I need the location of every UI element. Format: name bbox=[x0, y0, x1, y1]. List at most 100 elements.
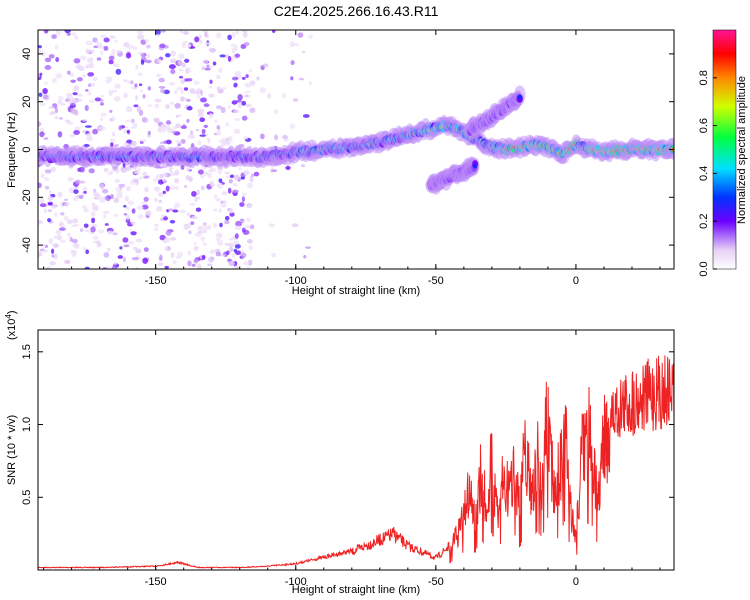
heatmap-cell bbox=[111, 265, 117, 269]
heatmap-cell bbox=[55, 73, 63, 79]
heatmap-cell bbox=[96, 240, 101, 245]
heatmap-cell bbox=[67, 232, 71, 238]
heatmap-cell bbox=[100, 34, 107, 38]
heatmap-cell bbox=[209, 65, 214, 69]
heatmap-cell bbox=[38, 219, 44, 225]
heatmap-cell bbox=[47, 209, 52, 213]
heatmap-cell bbox=[85, 65, 90, 69]
heatmap-cell bbox=[194, 196, 201, 200]
heatmap-cell bbox=[112, 131, 116, 137]
heatmap-cell bbox=[227, 55, 232, 62]
heatmap-cell bbox=[245, 94, 249, 98]
heatmap-cell bbox=[138, 176, 143, 180]
heatmap-cell bbox=[216, 125, 221, 130]
heatmap-cell bbox=[158, 85, 166, 89]
heatmap-cell bbox=[51, 254, 55, 258]
heatmap-cell bbox=[38, 73, 41, 78]
heatmap-cell bbox=[216, 239, 224, 246]
heatmap-cell bbox=[220, 106, 226, 114]
heatmap-cell bbox=[125, 206, 130, 211]
heatmap-cell bbox=[127, 200, 134, 206]
heatmap-cell bbox=[175, 123, 181, 129]
heatmap-cell bbox=[198, 39, 203, 44]
heatmap-cell bbox=[188, 176, 193, 183]
heatmap-cell bbox=[172, 126, 176, 130]
heatmap-cell bbox=[119, 246, 123, 250]
heatmap-cell bbox=[199, 134, 206, 137]
heatmap-cell bbox=[199, 173, 205, 179]
heatmap-cell bbox=[54, 116, 59, 120]
heatmap-cell bbox=[69, 102, 76, 108]
heatmap-cell bbox=[234, 225, 242, 231]
heatmap-cell bbox=[41, 51, 46, 57]
heatmap-cell bbox=[303, 254, 307, 259]
heatmap-cell bbox=[105, 79, 111, 84]
heatmap-cell bbox=[244, 82, 252, 88]
heatmap-cell bbox=[234, 71, 242, 76]
heatmap-cell bbox=[114, 213, 119, 217]
heatmap-cell bbox=[53, 212, 58, 217]
heatmap-cell bbox=[237, 102, 243, 109]
colorbar: 0.0 0.2 0.4 0.6 0.8 Normalized spectral ampl… bbox=[698, 29, 748, 277]
heatmap-cell bbox=[241, 100, 247, 106]
heatmap-cell bbox=[57, 191, 63, 198]
heatmap-cell bbox=[200, 185, 205, 191]
heatmap-cell bbox=[233, 174, 240, 181]
heatmap-cell bbox=[83, 190, 87, 194]
heatmap-cell bbox=[169, 101, 175, 105]
heatmap-cell bbox=[73, 244, 80, 249]
heatmap-cell bbox=[123, 204, 127, 208]
heatmap-cell bbox=[256, 76, 260, 81]
heatmap-cell bbox=[238, 167, 242, 171]
heatmap-cell bbox=[203, 226, 208, 231]
heatmap-cell bbox=[108, 89, 114, 97]
heatmap-cell bbox=[143, 247, 149, 252]
heatmap-cell bbox=[78, 180, 86, 184]
heatmap-cell bbox=[101, 188, 109, 194]
heatmap-cell bbox=[249, 107, 256, 114]
heatmap-cell bbox=[73, 85, 80, 92]
heatmap-cell bbox=[225, 122, 230, 127]
heatmap-cell bbox=[248, 69, 253, 73]
heatmap-cell bbox=[103, 167, 109, 173]
heatmap-cell bbox=[193, 241, 198, 245]
heatmap-cell bbox=[268, 223, 275, 228]
heatmap-cell bbox=[54, 44, 59, 50]
heatmap-cell bbox=[72, 218, 78, 224]
heatmap-cell bbox=[245, 103, 252, 108]
heatmap-cell bbox=[174, 185, 179, 190]
heatmap-cell bbox=[242, 31, 248, 38]
heatmap-cell bbox=[193, 245, 200, 250]
heatmap-cell bbox=[130, 80, 134, 85]
heatmap-cell bbox=[228, 260, 236, 267]
heatmap-cell bbox=[59, 239, 66, 244]
heatmap-cell bbox=[209, 79, 213, 84]
y-tick-label: -20 bbox=[21, 189, 33, 205]
bottom-x-axis-label: Height of straight line (km) bbox=[292, 584, 420, 596]
heatmap-cell bbox=[71, 32, 77, 36]
heatmap-cell bbox=[169, 220, 176, 224]
heatmap-cell bbox=[67, 70, 71, 75]
heatmap-cell bbox=[102, 266, 108, 269]
heatmap-cell bbox=[66, 219, 74, 225]
heatmap-cell bbox=[165, 139, 172, 145]
chart-title: C2E4.2025.266.16.43.R11 bbox=[274, 3, 439, 19]
heatmap-cell bbox=[170, 170, 174, 177]
heatmap-cell bbox=[38, 198, 42, 204]
x-tick-label: 0 bbox=[573, 275, 579, 287]
heatmap-cell bbox=[106, 247, 111, 252]
snr-series-line bbox=[38, 355, 674, 569]
heatmap-cell bbox=[163, 216, 169, 221]
heatmap-cell bbox=[197, 112, 204, 118]
heatmap-cell bbox=[112, 232, 118, 236]
heatmap-cell bbox=[90, 56, 94, 63]
heatmap-cell bbox=[241, 196, 245, 203]
heatmap-cell bbox=[44, 169, 52, 174]
heatmap-cell bbox=[208, 85, 213, 89]
heatmap-cell bbox=[172, 260, 177, 264]
heatmap-cell bbox=[82, 205, 87, 209]
heatmap-cell bbox=[71, 238, 78, 244]
heatmap-cell bbox=[172, 209, 179, 213]
heatmap-cell bbox=[215, 197, 222, 202]
